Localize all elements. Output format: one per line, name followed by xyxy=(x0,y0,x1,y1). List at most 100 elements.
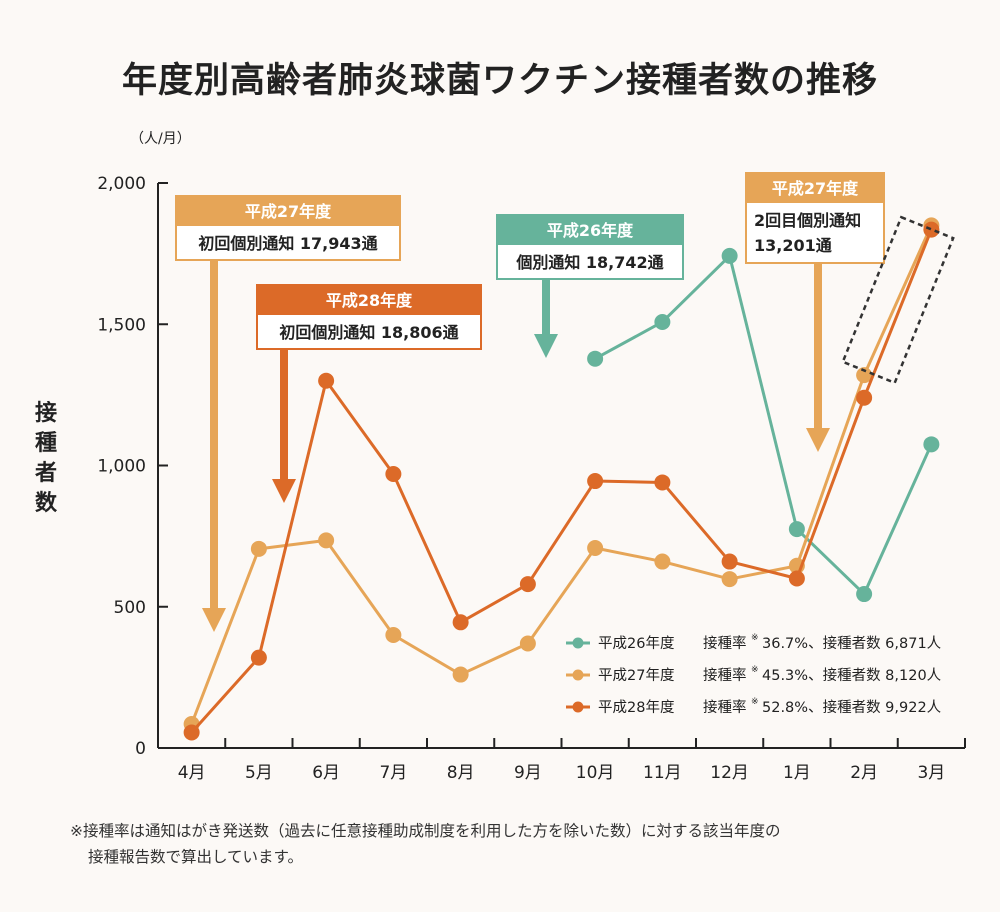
legend-series-name: 平成28年度 xyxy=(598,699,674,716)
legend-item: 平成26年度 接種率 ※ 36.7%、接種者数 6,871人 xyxy=(566,633,941,652)
data-point xyxy=(452,666,469,683)
y-tick-label: 0 xyxy=(135,739,146,759)
data-point xyxy=(654,474,671,491)
y-unit-label: （人/月） xyxy=(130,131,191,147)
data-point xyxy=(183,724,200,741)
data-point xyxy=(654,553,671,570)
legend-note-mark: ※ xyxy=(751,665,759,675)
x-tick-label: 12月 xyxy=(710,763,749,783)
y-tick-label: 2,000 xyxy=(97,174,146,194)
data-point xyxy=(721,553,738,570)
annotation-header: 平成26年度 xyxy=(547,221,634,240)
legend-note-mark: ※ xyxy=(751,633,759,643)
annotation-arrow-head xyxy=(534,334,558,358)
y-axis-label-char: 者 xyxy=(34,461,57,486)
data-point xyxy=(318,532,335,549)
legend-swatch-dot xyxy=(572,701,584,713)
annotation-arrow-shaft xyxy=(210,260,218,608)
data-point xyxy=(587,539,604,556)
series xyxy=(183,217,940,741)
x-tick-label: 7月 xyxy=(379,763,407,783)
data-point xyxy=(856,389,873,406)
series-line xyxy=(594,254,933,596)
annotation-body: 初回個別通知 18,806通 xyxy=(279,323,458,342)
annotation-header-bg xyxy=(746,173,884,203)
series-3 xyxy=(183,221,940,741)
data-point xyxy=(721,247,738,264)
annotation-body: 初回個別通知 17,943通 xyxy=(198,234,377,253)
data-point xyxy=(788,570,805,587)
data-point xyxy=(788,521,805,538)
legend-rate-label: 接種率 xyxy=(703,667,747,684)
x-tick-label: 9月 xyxy=(514,763,542,783)
legend-rate-label: 接種率 xyxy=(703,699,747,716)
legend-details: 36.7%、接種者数 6,871人 xyxy=(762,635,941,652)
series-line xyxy=(190,229,933,734)
x-tick-label: 2月 xyxy=(850,763,878,783)
legend-series-name: 平成27年度 xyxy=(598,667,674,684)
x-tick-label: 3月 xyxy=(917,763,945,783)
legend-item: 平成28年度 接種率 ※ 52.8%、接種者数 9,922人 xyxy=(566,697,941,716)
legend-rate-label: 接種率 xyxy=(703,635,747,652)
annotation-arrow-head xyxy=(272,479,296,503)
annotation-body: 個別通知 18,742通 xyxy=(515,253,663,272)
annotation-body: 13,201通 xyxy=(754,236,832,255)
y-tick-label: 1,000 xyxy=(97,457,146,477)
y-tick-label: 1,500 xyxy=(97,315,146,335)
annotation-header-bg xyxy=(257,285,481,315)
chart-title: 年度別高齢者肺炎球菌ワクチン接種者数の推移 xyxy=(121,61,878,101)
data-point xyxy=(923,221,940,238)
legend-swatch-dot xyxy=(572,669,584,681)
annotation-header: 平成28年度 xyxy=(326,291,413,310)
annotation-header-bg xyxy=(497,215,683,245)
annotation-arrow-shaft xyxy=(280,349,288,479)
legend-details: 45.3%、接種者数 8,120人 xyxy=(762,667,941,684)
highlight-box xyxy=(841,215,955,385)
legend-details: 52.8%、接種者数 9,922人 xyxy=(762,699,941,716)
x-tick-label: 10月 xyxy=(576,763,615,783)
data-point xyxy=(519,635,536,652)
data-point xyxy=(452,614,469,631)
data-point xyxy=(250,649,267,666)
axes: 0 500 1,000 1,500 2,000 4月 5月 6月 7月 8月 9月 10月 11月 12月… xyxy=(97,174,966,783)
annotation-header: 平成27年度 xyxy=(772,179,859,198)
annotation-callout: 平成27年度 2回目個別通知 13,201通 xyxy=(745,172,885,452)
annotation-arrow-head xyxy=(202,608,226,632)
legend-item: 平成27年度 接種率 ※ 45.3%、接種者数 8,120人 xyxy=(566,665,941,684)
data-point xyxy=(385,627,402,643)
data-point xyxy=(318,372,335,389)
y-tick-label: 500 xyxy=(114,598,146,618)
x-tick-label: 8月 xyxy=(447,763,475,783)
data-point xyxy=(721,571,738,588)
series-line xyxy=(190,224,933,725)
y-axis-label-char: 接 xyxy=(35,401,57,426)
data-point xyxy=(856,586,873,603)
annotation-body: 2回目個別通知 xyxy=(754,211,861,230)
annotation-arrow-shaft xyxy=(814,263,822,428)
data-point xyxy=(923,436,940,453)
annotation-header: 平成27年度 xyxy=(245,202,332,221)
data-point xyxy=(654,313,671,330)
x-tick-label: 1月 xyxy=(783,763,811,783)
data-point xyxy=(385,465,402,482)
data-point xyxy=(587,473,604,490)
footnote-line-2: 接種報告数で算出しています。 xyxy=(88,848,303,866)
annotation-arrow-shaft xyxy=(542,279,550,334)
footnote: ※接種率は通知はがき発送数（過去に任意接種助成制度を利用した方を除いた数）に対す… xyxy=(70,818,950,870)
y-axis-label-char: 数 xyxy=(35,490,58,516)
legend-series-name: 平成26年度 xyxy=(598,635,674,652)
annotation-arrow-head xyxy=(806,428,830,452)
y-axis-label-char: 種 xyxy=(35,431,57,456)
footnote-line-1: ※接種率は通知はがき発送数（過去に任意接種助成制度を利用した方を除いた数）に対す… xyxy=(70,822,781,840)
x-tick-label: 5月 xyxy=(245,763,273,783)
legend-note-mark: ※ xyxy=(751,697,759,707)
data-point xyxy=(856,367,873,384)
legend-swatch-dot xyxy=(572,637,584,649)
y-axis-label: 接種者数 xyxy=(34,401,58,516)
x-tick-label: 4月 xyxy=(178,763,206,783)
